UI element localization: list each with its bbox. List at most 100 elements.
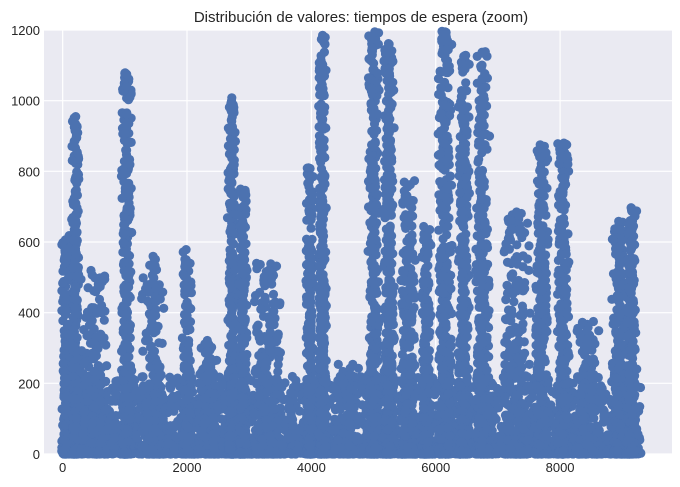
data-point: [199, 431, 209, 441]
data-point: [125, 414, 135, 424]
data-point: [202, 346, 212, 356]
data-point: [72, 235, 82, 246]
data-point: [79, 358, 90, 368]
data-point: [68, 200, 79, 210]
data-point: [124, 361, 135, 371]
data-point: [120, 290, 130, 300]
data-point: [141, 398, 151, 408]
data-point: [86, 438, 96, 448]
data-point: [70, 143, 81, 153]
data-point: [60, 235, 70, 245]
data-point: [120, 128, 130, 138]
data-point: [125, 203, 135, 213]
data-point: [155, 294, 165, 304]
data-point: [99, 315, 109, 325]
data-point: [209, 390, 219, 400]
data-point: [151, 427, 161, 437]
data-point: [293, 381, 303, 392]
data-point: [87, 303, 97, 313]
data-point: [154, 365, 164, 375]
data-point: [72, 295, 82, 305]
data-point: [122, 392, 132, 402]
data-point: [120, 309, 130, 320]
data-point: [87, 270, 97, 280]
data-point: [67, 155, 77, 166]
data-point: [212, 355, 222, 365]
data-point: [82, 396, 92, 406]
data-point: [153, 321, 163, 331]
data-point: [599, 411, 609, 421]
data-point: [294, 406, 305, 416]
data-point: [142, 296, 153, 306]
data-point: [186, 304, 196, 314]
data-point: [226, 140, 236, 150]
data-point: [286, 388, 296, 398]
data-point: [158, 414, 168, 424]
data-point: [118, 238, 128, 248]
data-point: [185, 324, 195, 335]
data-point: [122, 449, 132, 459]
data-point: [95, 438, 105, 448]
data-point: [212, 401, 222, 411]
data-point: [99, 333, 109, 343]
data-point: [184, 339, 194, 349]
data-point: [124, 405, 134, 415]
data-point: [183, 352, 193, 362]
data-point: [119, 220, 129, 230]
data-point: [144, 382, 154, 392]
data-point: [210, 380, 220, 390]
data-point: [148, 310, 158, 320]
data-point: [89, 366, 99, 377]
data-point: [159, 303, 169, 313]
data-point: [123, 95, 134, 105]
data-point: [70, 425, 80, 435]
data-point: [138, 372, 148, 382]
data-point: [118, 229, 128, 239]
data-point: [138, 273, 148, 283]
data-point: [122, 323, 132, 333]
data-point: [206, 366, 216, 376]
data-point: [95, 380, 106, 390]
data-point: [150, 416, 160, 426]
data-point: [102, 361, 112, 371]
data-point: [181, 395, 191, 405]
data-point: [79, 380, 89, 390]
data-point: [68, 263, 78, 273]
data-point: [179, 360, 189, 371]
data-point: [166, 422, 176, 432]
data-point: [71, 285, 81, 295]
data-point: [95, 306, 105, 316]
data-point: [126, 372, 136, 382]
data-point: [71, 248, 81, 259]
data-point: [200, 419, 210, 429]
data-point: [181, 285, 192, 295]
data-point: [71, 216, 81, 226]
data-point: [67, 330, 77, 340]
data-point: [89, 286, 99, 296]
data-point: [102, 424, 112, 435]
data-point: [142, 409, 152, 419]
data-point: [57, 446, 67, 456]
data-point: [179, 385, 189, 395]
data-point: [82, 331, 92, 341]
data-point: [178, 430, 189, 440]
chart-title: Distribución de valores: tiempos de espe…: [194, 9, 528, 26]
data-point: [118, 247, 128, 257]
data-point: [87, 348, 97, 358]
data-point: [120, 183, 130, 193]
data-point: [184, 446, 194, 456]
data-point: [200, 393, 210, 403]
data-point: [78, 429, 88, 439]
data-point: [147, 444, 158, 454]
data-point: [76, 274, 86, 284]
data-point: [148, 345, 158, 355]
data-point: [202, 376, 212, 386]
data-point: [121, 383, 131, 393]
data-point: [139, 442, 149, 452]
data-point: [117, 346, 127, 356]
data-point: [125, 160, 135, 170]
data-point: [71, 413, 81, 423]
data-point: [58, 278, 68, 288]
data-point: [147, 270, 157, 280]
